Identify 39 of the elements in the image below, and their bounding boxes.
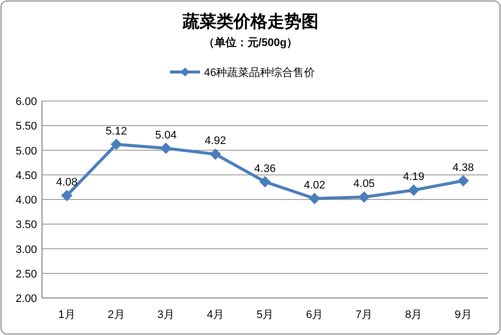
x-tick-label: 7月: [356, 309, 373, 321]
point: [358, 192, 370, 203]
x-tick-label: 4月: [206, 309, 224, 321]
data-label: 4.08: [56, 176, 78, 189]
y-tick-label: 3.50: [16, 219, 37, 232]
x-tick-label: 8月: [405, 309, 422, 321]
data-label: 4.19: [402, 171, 424, 184]
data-label: 4.38: [452, 162, 474, 174]
data-label: 5.12: [106, 125, 128, 138]
data-label: 5.04: [155, 129, 177, 142]
data-label: 4.02: [304, 180, 326, 192]
y-tick-label: 6.00: [16, 96, 37, 108]
point: [458, 175, 469, 186]
chart-title: 蔬菜类价格走势图: [182, 12, 318, 31]
data-label: 4.92: [204, 135, 226, 148]
x-tick-label: 9月: [454, 309, 472, 321]
y-tick-label: 2.50: [16, 268, 37, 280]
data-label: 4.36: [254, 162, 276, 175]
y-tick-label: 3.00: [16, 244, 37, 256]
x-tick-label: 1月: [58, 309, 76, 321]
y-tick-label: 2.00: [16, 293, 37, 305]
point: [210, 148, 221, 160]
point: [61, 190, 72, 202]
data-label: 4.05: [353, 178, 375, 190]
x-tick-label: 6月: [306, 309, 324, 321]
x-tick-label: 5月: [256, 309, 274, 321]
point: [160, 142, 172, 154]
y-tick-label: 5.50: [16, 120, 37, 133]
point: [408, 184, 420, 196]
point: [309, 193, 320, 204]
y-tick-label: 5.00: [16, 145, 37, 158]
x-tick-label: 2月: [108, 309, 125, 321]
legend-label: 46种蔬菜品种综合售价: [204, 66, 316, 79]
y-tick-label: 4.00: [16, 194, 37, 206]
chart-subtitle: （单位：元/500g）: [203, 36, 298, 49]
point: [110, 138, 122, 150]
point: [260, 176, 270, 188]
y-tick-label: 4.50: [16, 170, 37, 182]
x-tick-label: 3月: [157, 309, 174, 321]
